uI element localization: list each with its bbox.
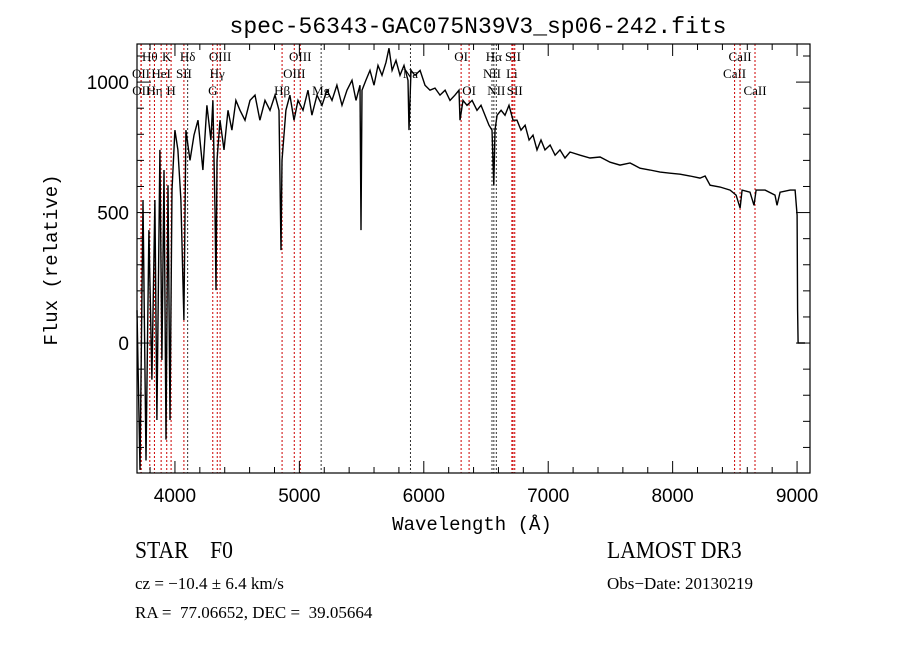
line-marker-label: Hδ: [180, 49, 196, 64]
chart-title: spec-56343-GAC075N39V3_sp06-242.fits: [230, 14, 727, 40]
line-marker-label: OIII: [283, 66, 305, 81]
obs-date-text: Obs−Date: 20130219: [607, 574, 754, 593]
line-marker-label: OIII: [289, 49, 311, 64]
line-marker-label: Li: [506, 66, 518, 81]
coordinates-text: RA = 77.06652, DEC = 39.05664: [135, 603, 373, 622]
line-marker-label: HeI: [151, 66, 171, 81]
line-marker-label: CaII: [729, 49, 752, 64]
x-tick-label: 9000: [776, 486, 818, 507]
x-axis-label: Wavelength (Å): [392, 514, 552, 536]
x-tick-label: 4000: [154, 486, 196, 507]
y-tick-label: 500: [97, 204, 129, 225]
x-tick-label: 5000: [278, 486, 320, 507]
survey-text: LAMOST DR3: [607, 538, 742, 564]
line-marker-label: Hα: [486, 49, 502, 64]
line-marker-label: Hθ: [142, 49, 158, 64]
y-tick-label: 0: [118, 334, 129, 355]
object-class-text: STAR: [135, 538, 189, 564]
line-marker-label: SII: [176, 66, 192, 81]
line-marker-label: NII: [483, 66, 501, 81]
line-marker-label: CaII: [743, 83, 766, 98]
y-axis-label: Flux (relative): [41, 174, 63, 345]
line-marker-label: Hγ: [210, 66, 225, 81]
x-tick-label: 7000: [527, 486, 569, 507]
line-marker-label: SII: [507, 83, 523, 98]
object-class: STAR F0: [135, 538, 233, 565]
line-marker-label: H: [166, 83, 175, 98]
line-marker-label: Hη: [146, 83, 162, 98]
line-marker-label: OI: [454, 49, 468, 64]
x-tick-label: 8000: [651, 486, 693, 507]
redshift-text: cz = −10.4 ± 6.4 km/s: [135, 574, 284, 593]
line-marker-label: K: [162, 49, 172, 64]
line-marker-label: G: [208, 83, 217, 98]
subclass-text: F0: [210, 538, 233, 564]
plot-frame: [136, 43, 811, 474]
line-marker-label: SII: [505, 49, 521, 64]
line-marker-label: NII: [487, 83, 505, 98]
x-tick-label: 6000: [403, 486, 445, 507]
line-marker-label: OIII: [209, 49, 231, 64]
y-tick-label: 1000: [87, 73, 129, 94]
line-marker-label: OI: [462, 83, 476, 98]
line-marker-label: CaII: [723, 66, 746, 81]
line-marker-label: Hβ: [274, 83, 290, 98]
spectrum-series-line: [136, 48, 805, 470]
